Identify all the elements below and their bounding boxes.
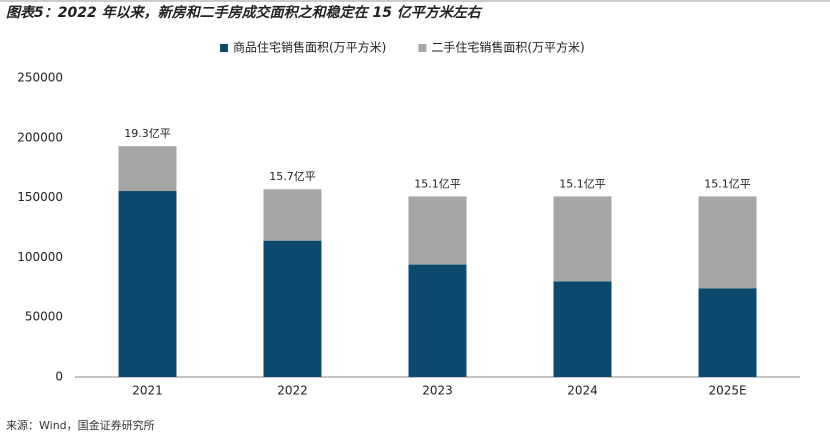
y-tick-label: 100000 — [17, 250, 63, 264]
bar-segment — [263, 189, 322, 241]
bar-segment — [553, 281, 612, 377]
x-tick-label: 2022 — [277, 384, 308, 398]
total-label: 15.1亿平 — [559, 177, 606, 190]
y-tick-label: 0 — [55, 370, 63, 384]
legend-label: 商品住宅销售面积(万平方米) — [233, 40, 386, 55]
source: 来源：Wind，国金证券研究所 — [6, 418, 155, 432]
x-tick-label: 2025E — [708, 384, 746, 398]
bar-segment — [698, 196, 757, 289]
legend-swatch — [418, 44, 427, 52]
total-label: 15.1亿平 — [704, 177, 751, 190]
x-tick-label: 2023 — [422, 384, 453, 398]
bar-segment — [118, 146, 177, 192]
chart-title: 图表5：2022 年以来，新房和二手房成交面积之和稳定在 15 亿平方米左右 — [6, 4, 483, 21]
bar-segment — [408, 196, 467, 265]
bar-segment — [698, 288, 757, 377]
y-tick-label: 200000 — [17, 130, 63, 144]
bar-segment — [263, 240, 322, 377]
total-label: 15.7亿平 — [269, 170, 316, 183]
legend-swatch — [220, 44, 228, 52]
bar-segment — [553, 196, 612, 282]
bar-segment — [408, 264, 467, 377]
y-tick-label: 50000 — [25, 310, 63, 324]
y-tick-label: 250000 — [17, 71, 63, 85]
y-tick-label: 150000 — [17, 190, 63, 204]
legend-label: 二手住宅销售面积(万平方米) — [431, 40, 584, 55]
x-tick-label: 2021 — [132, 384, 163, 398]
total-label: 19.3亿平 — [124, 127, 171, 140]
x-tick-label: 2024 — [567, 384, 598, 398]
bar-segment — [118, 191, 177, 377]
total-label: 15.1亿平 — [414, 177, 461, 190]
